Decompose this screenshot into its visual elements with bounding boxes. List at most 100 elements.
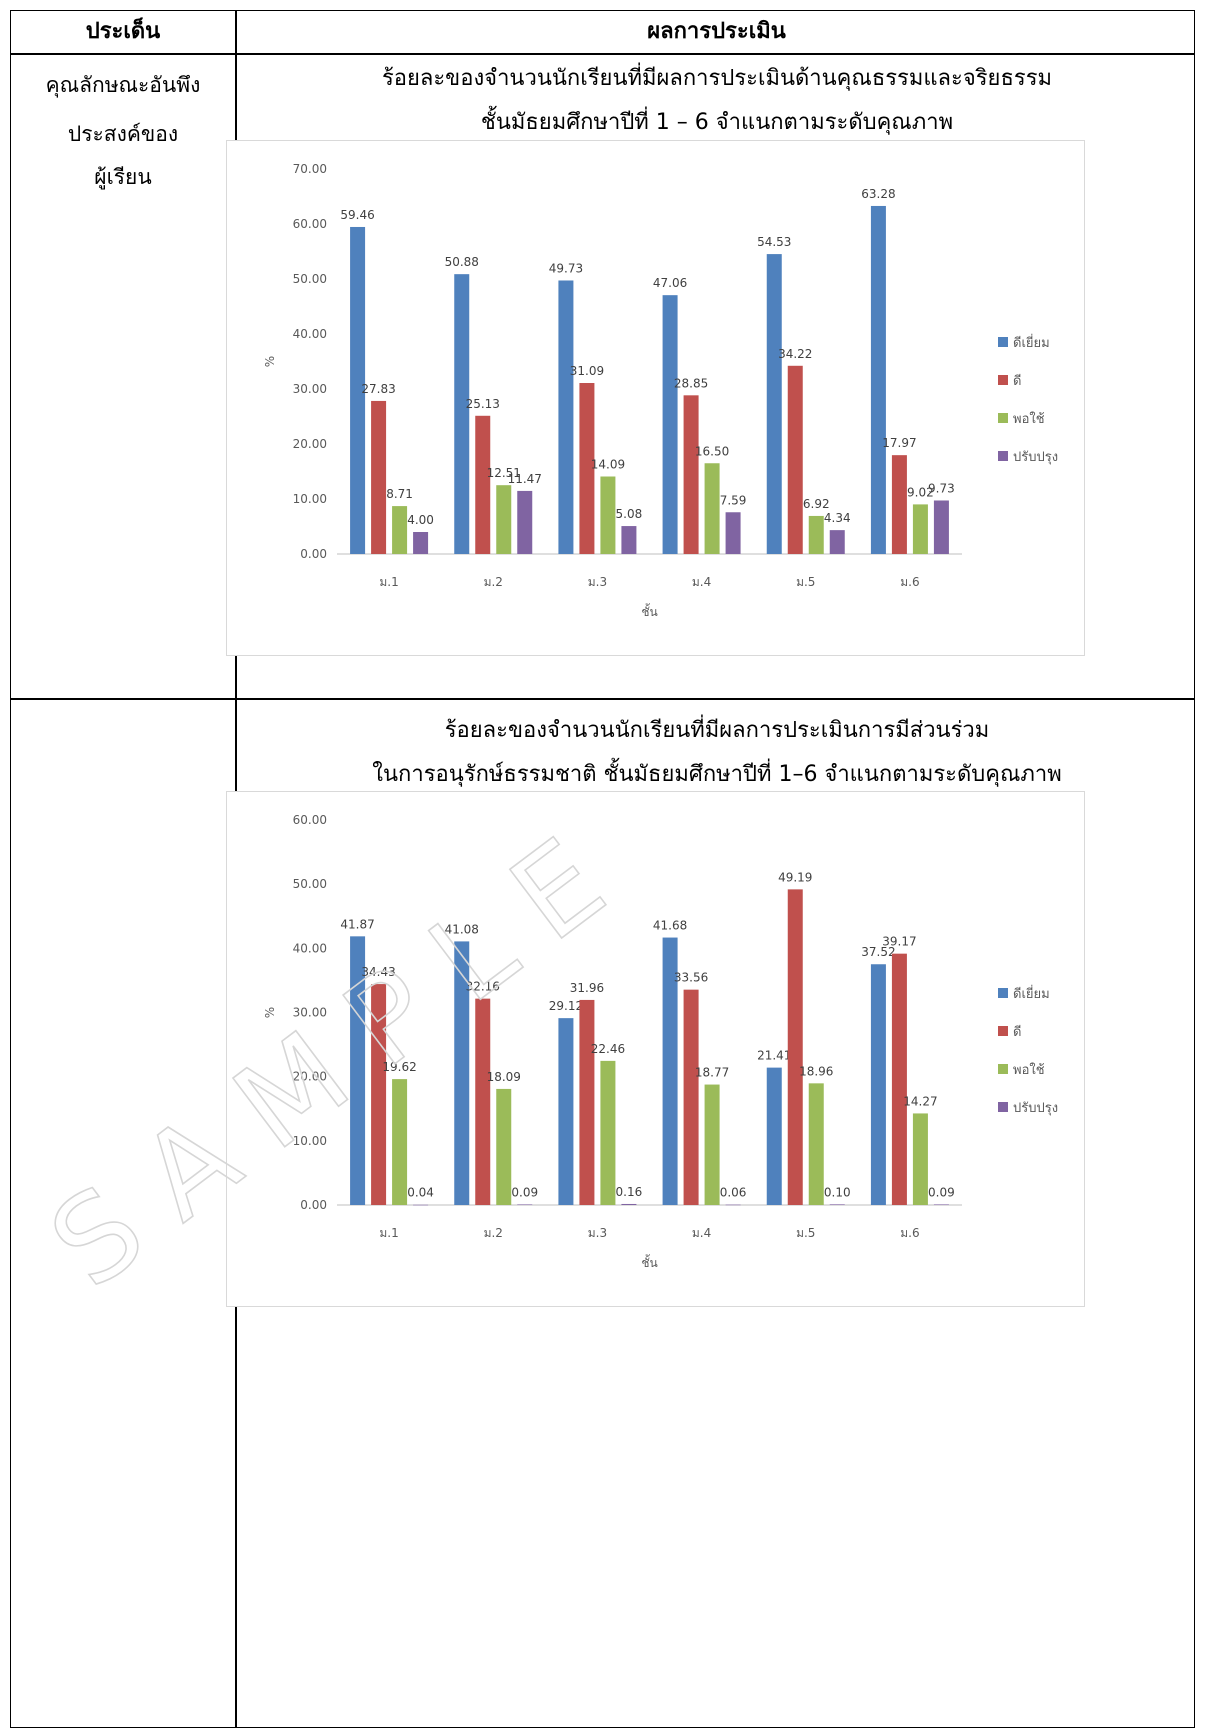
data-label: 34.22 xyxy=(778,347,812,361)
chart-1: 0.00 10.00 20.00 30.00 40.00 50.00 60.00 70.00%… xyxy=(226,140,1085,656)
legend-label: ดีเยี่ยม xyxy=(1013,334,1050,351)
chart-2-svg: 0.00 10.00 20.00 30.00 40.00 50.00 60.00% 41.87… xyxy=(263,813,1058,1270)
bar xyxy=(579,999,595,1205)
chart2-title-line2: ในการอนุรักษ์ธรรมชาติ ชั้นมัธยมศึกษาปีที… xyxy=(372,762,1062,787)
bar xyxy=(891,953,907,1205)
data-label: 0.16 xyxy=(616,1185,643,1199)
data-label: 18.77 xyxy=(695,1066,729,1080)
bar xyxy=(392,506,408,554)
y-tick-label: 60.00 xyxy=(293,217,327,231)
data-label: 32.16 xyxy=(466,980,500,994)
legend-label: ปรับปรุง xyxy=(1013,1101,1058,1116)
bar xyxy=(454,941,470,1205)
legend-swatch xyxy=(998,1064,1008,1074)
data-label: 0.09 xyxy=(511,1185,538,1199)
legend-swatch xyxy=(998,413,1008,423)
bar xyxy=(683,395,699,554)
bar xyxy=(517,1204,533,1206)
y-tick-label: 40.00 xyxy=(293,327,327,341)
data-label: 16.50 xyxy=(695,444,729,458)
chart-2: 0.00 10.00 20.00 30.00 40.00 50.00 60.00% 41.87… xyxy=(226,791,1085,1307)
bar xyxy=(496,1088,512,1205)
bar xyxy=(600,1060,616,1205)
data-label: 11.47 xyxy=(508,472,542,486)
data-label: 41.08 xyxy=(445,922,479,936)
bar xyxy=(766,254,782,554)
y-tick-label: 30.00 xyxy=(293,1006,327,1020)
bar xyxy=(891,455,907,554)
bar xyxy=(558,280,574,554)
bar xyxy=(579,383,595,554)
x-tick-label: ม.4 xyxy=(692,1226,711,1240)
data-label: 25.13 xyxy=(466,397,500,411)
header-result: ผลการประเมิน xyxy=(647,19,786,44)
bar xyxy=(517,490,533,554)
bar xyxy=(912,1113,928,1205)
y-tick-label: 0.00 xyxy=(300,547,327,561)
header-divider xyxy=(11,53,1194,55)
row-divider xyxy=(11,698,1194,700)
data-label: 0.06 xyxy=(720,1186,747,1200)
bar xyxy=(870,964,886,1205)
data-label: 18.96 xyxy=(799,1064,833,1078)
bar xyxy=(725,1204,741,1206)
bar xyxy=(933,500,949,554)
data-label: 33.56 xyxy=(674,971,708,985)
bar xyxy=(787,365,803,554)
data-label: 0.10 xyxy=(824,1185,851,1199)
data-label: 50.88 xyxy=(445,255,479,269)
bar xyxy=(413,532,429,554)
topic-line-1: คุณลักษณะอันพึง xyxy=(45,73,201,97)
bar xyxy=(725,512,741,554)
data-label: 9.02 xyxy=(907,485,934,499)
data-label: 19.62 xyxy=(382,1060,416,1074)
x-tick-label: ม.3 xyxy=(588,1226,607,1240)
bar xyxy=(870,205,886,554)
y-tick-label: 70.00 xyxy=(293,162,327,176)
data-label: 31.96 xyxy=(570,981,604,995)
bar xyxy=(475,415,491,554)
data-label: 12.51 xyxy=(487,466,521,480)
bar xyxy=(558,1018,574,1205)
y-tick-label: 50.00 xyxy=(293,272,327,286)
x-tick-label: ม.2 xyxy=(484,1226,503,1240)
bar xyxy=(912,504,928,554)
data-label: 49.19 xyxy=(778,870,812,884)
data-label: 8.71 xyxy=(386,487,413,501)
y-axis-label: % xyxy=(263,356,277,367)
data-label: 27.83 xyxy=(361,382,395,396)
x-tick-label: ม.1 xyxy=(379,575,398,589)
x-axis-label: ชั้น xyxy=(641,1254,657,1270)
bar xyxy=(496,485,512,554)
bar xyxy=(766,1067,782,1205)
legend-label: ดี xyxy=(1013,1024,1021,1040)
y-tick-label: 20.00 xyxy=(293,1070,327,1084)
x-tick-label: ม.4 xyxy=(692,575,711,589)
data-label: 63.28 xyxy=(861,187,895,201)
data-label: 4.00 xyxy=(407,513,434,527)
bar xyxy=(808,1083,824,1205)
legend-label: พอใช้ xyxy=(1013,411,1045,427)
x-tick-label: ม.3 xyxy=(588,575,607,589)
legend-swatch xyxy=(998,1102,1008,1112)
data-label: 49.73 xyxy=(549,261,583,275)
legend-label: ดี xyxy=(1013,373,1021,389)
y-tick-label: 10.00 xyxy=(293,492,327,506)
bar xyxy=(704,1084,720,1205)
bar xyxy=(600,476,616,554)
assessment-table: ประเด็น ผลการประเมิน คุณลักษณะอันพึง ประ… xyxy=(10,10,1195,1728)
bar xyxy=(662,937,678,1205)
x-tick-label: ม.1 xyxy=(379,1226,398,1240)
x-axis-label: ชั้น xyxy=(641,603,657,619)
data-label: 6.92 xyxy=(803,497,830,511)
x-tick-label: ม.2 xyxy=(484,575,503,589)
y-tick-label: 20.00 xyxy=(293,437,327,451)
data-label: 0.09 xyxy=(928,1185,955,1199)
bar xyxy=(621,526,637,554)
bar xyxy=(413,1204,429,1206)
bar xyxy=(829,530,845,554)
data-label: 7.59 xyxy=(720,493,747,507)
data-label: 34.43 xyxy=(361,965,395,979)
data-label: 54.53 xyxy=(757,235,791,249)
bar xyxy=(787,889,803,1205)
